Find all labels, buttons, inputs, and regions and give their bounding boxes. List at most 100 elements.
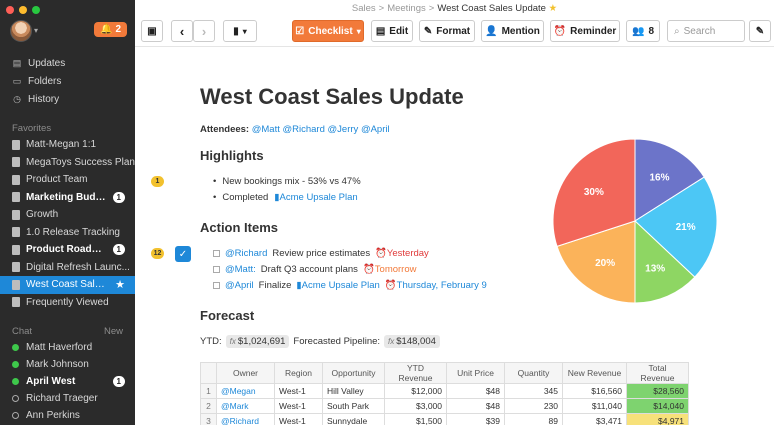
- chevron-down-icon[interactable]: ▾: [34, 26, 39, 35]
- table-cell[interactable]: $1,500: [384, 413, 447, 425]
- pie-chart[interactable]: 16% 21% 13% 20% 30%: [540, 126, 730, 316]
- sidebar-item-favorite[interactable]: West Coast Sales ... ★: [0, 276, 135, 294]
- pie-slice[interactable]: [556, 220, 636, 304]
- table-cell[interactable]: West-1: [274, 398, 323, 414]
- table-cell[interactable]: West-1: [274, 413, 323, 425]
- breadcrumb-sales[interactable]: Sales: [351, 3, 376, 14]
- zoom-window-button[interactable]: [32, 6, 40, 14]
- table-cell[interactable]: $12,000: [384, 383, 447, 399]
- sidebar-item-favorite[interactable]: Growth: [0, 206, 135, 224]
- column-header[interactable]: Unit Price: [446, 362, 505, 384]
- chat-item[interactable]: Mark Johnson: [0, 356, 135, 373]
- edit-button[interactable]: ▤ Edit: [371, 20, 413, 42]
- sidebar-item-favorite[interactable]: 1.0 Release Tracking: [0, 224, 135, 242]
- sidebar-item-favorite[interactable]: Marketing Budge... 1: [0, 189, 135, 207]
- chat-item[interactable]: April West 1: [0, 373, 135, 390]
- table-cell[interactable]: $4,971: [626, 413, 689, 425]
- column-header[interactable]: Total Revenue: [626, 362, 689, 384]
- column-header[interactable]: Opportunity: [322, 362, 385, 384]
- mention-link[interactable]: @Megan: [216, 383, 275, 399]
- sidebar-item-favorite[interactable]: MegaToys Success Plan: [0, 154, 135, 172]
- column-header[interactable]: Region: [274, 362, 323, 384]
- table-cell[interactable]: 345: [504, 383, 563, 399]
- sidebar-item-favorite[interactable]: Product Team: [0, 171, 135, 189]
- sidebar-item-favorite[interactable]: Matt-Megan 1:1: [0, 136, 135, 154]
- due-date[interactable]: ⏰Yesterday: [375, 248, 429, 259]
- sidebar-item-folders[interactable]: ▭ Folders: [0, 72, 135, 90]
- notifications-button[interactable]: 🔔 2: [93, 22, 127, 37]
- close-window-button[interactable]: [6, 6, 14, 14]
- reminder-button[interactable]: ⏰ Reminder: [550, 20, 620, 42]
- document-link[interactable]: ▮Acme Upsale Plan: [274, 192, 357, 203]
- sidebar-item-updates[interactable]: ▤ Updates: [0, 54, 135, 72]
- minimize-window-button[interactable]: [19, 6, 27, 14]
- table-cell[interactable]: $3,471: [562, 413, 627, 425]
- table-cell[interactable]: 230: [504, 398, 563, 414]
- comment-marker[interactable]: 1: [151, 176, 164, 187]
- mention-link[interactable]: @April: [360, 124, 390, 135]
- column-header[interactable]: YTD Revenue: [384, 362, 447, 384]
- sidebar-item-favorite[interactable]: Product Roadmap 1: [0, 241, 135, 259]
- star-icon[interactable]: ★: [548, 3, 558, 14]
- table-cell[interactable]: South Park: [322, 398, 385, 414]
- table-cell[interactable]: $3,000: [384, 398, 447, 414]
- mention-link[interactable]: @Richard: [225, 248, 268, 259]
- column-header[interactable]: New Revenue: [562, 362, 627, 384]
- table-cell[interactable]: $28,560: [626, 383, 689, 399]
- forward-button[interactable]: ›: [193, 20, 215, 42]
- table-cell[interactable]: $48: [446, 398, 505, 414]
- comment-marker[interactable]: 12: [151, 248, 164, 259]
- checkbox[interactable]: [213, 282, 220, 289]
- checkbox[interactable]: [213, 250, 220, 257]
- table-cell[interactable]: $14,040: [626, 398, 689, 414]
- pie-slice[interactable]: [634, 176, 718, 278]
- checklist-toggle-icon[interactable]: ✓: [175, 246, 191, 262]
- mention-button[interactable]: 👤 Mention: [481, 20, 544, 42]
- breadcrumb-meetings[interactable]: Meetings: [387, 3, 426, 14]
- mention-link[interactable]: @April: [225, 280, 254, 291]
- back-button[interactable]: ‹: [171, 20, 193, 42]
- column-header[interactable]: Owner: [216, 362, 275, 384]
- mention-link[interactable]: @Matt:: [225, 264, 256, 275]
- document-link[interactable]: ▮Acme Upsale Plan: [296, 280, 379, 291]
- table-cell[interactable]: 1: [200, 383, 217, 399]
- mention-link[interactable]: @Richard: [282, 124, 325, 135]
- due-date[interactable]: ⏰Tomorrow: [363, 264, 417, 275]
- avatar[interactable]: [10, 20, 32, 42]
- sidebar-item-favorite[interactable]: Digital Refresh Launc...: [0, 259, 135, 277]
- table-cell[interactable]: Hill Valley: [322, 383, 385, 399]
- mention-link[interactable]: @Jerry: [327, 124, 359, 135]
- pie-slice[interactable]: [634, 219, 696, 304]
- table-cell[interactable]: Sunnydale: [322, 413, 385, 425]
- mention-link[interactable]: @Mark: [216, 398, 275, 414]
- format-button[interactable]: ✎ Format: [419, 20, 475, 42]
- table-cell[interactable]: $48: [446, 383, 505, 399]
- table-cell[interactable]: $11,040: [562, 398, 627, 414]
- mention-link[interactable]: @Richard: [216, 413, 275, 425]
- chat-item[interactable]: Richard Traeger: [0, 390, 135, 407]
- members-button[interactable]: 👥 8: [626, 20, 660, 42]
- toggle-sidebar-button[interactable]: ▣: [141, 20, 163, 42]
- sidebar-item-history[interactable]: ◷ History: [0, 90, 135, 108]
- checklist-button[interactable]: ☑ Checklist ▾: [292, 20, 364, 42]
- new-chat-button[interactable]: New: [103, 325, 123, 337]
- document-menu-button[interactable]: ▮ ▾: [223, 20, 257, 42]
- table-cell[interactable]: $16,560: [562, 383, 627, 399]
- star-icon[interactable]: ★: [115, 279, 125, 292]
- pie-slice[interactable]: [634, 138, 705, 222]
- compose-button[interactable]: ✎: [749, 20, 771, 42]
- checkbox[interactable]: [213, 266, 220, 273]
- pie-slice[interactable]: [552, 138, 636, 247]
- table-cell[interactable]: 89: [504, 413, 563, 425]
- search-input[interactable]: ⌕ Search: [667, 20, 745, 42]
- column-header[interactable]: Quantity: [504, 362, 563, 384]
- table-cell[interactable]: 2: [200, 398, 217, 414]
- due-date[interactable]: ⏰Thursday, February 9: [385, 280, 487, 291]
- table-cell[interactable]: 3: [200, 413, 217, 425]
- table-cell[interactable]: $39: [446, 413, 505, 425]
- column-header[interactable]: [200, 362, 217, 384]
- formula-value[interactable]: fx $1,024,691: [225, 335, 290, 348]
- chat-item[interactable]: Matt Haverford: [0, 339, 135, 356]
- formula-value[interactable]: fx $148,004: [384, 335, 440, 348]
- table-cell[interactable]: West-1: [274, 383, 323, 399]
